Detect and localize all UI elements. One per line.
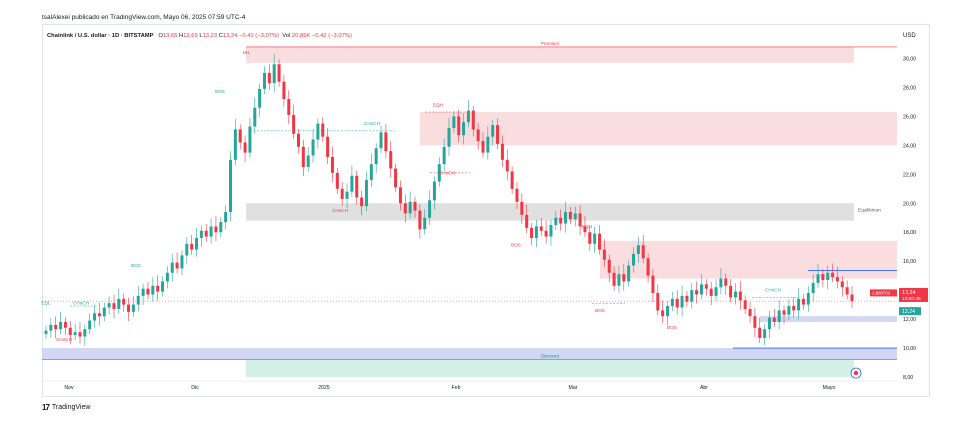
- legend-volume: 20,85K: [291, 33, 311, 39]
- tradingview-mark-icon: 17: [42, 403, 50, 412]
- author-line: tsalAlexei publicado en TradingView.com,…: [42, 14, 246, 21]
- tradingview-logo[interactable]: 17 TradingView: [42, 403, 90, 412]
- legend-volume-change: −0,42 (−3,07%): [311, 33, 352, 39]
- legend-high-label: H: [179, 33, 184, 39]
- legend-high: 13,65: [183, 33, 198, 39]
- legend-low-label: L: [199, 33, 203, 39]
- legend-volume-label: Vol: [282, 33, 291, 39]
- chart-frame[interactable]: [42, 24, 930, 397]
- legend-open-label: O: [158, 33, 163, 39]
- tradingview-brand: TradingView: [51, 404, 91, 411]
- legend-low: 13,23: [202, 33, 218, 39]
- legend-symbol[interactable]: Chainlink / U.S. dollar · 1D · BITSTAMP: [47, 33, 154, 39]
- currency-label[interactable]: USD: [903, 33, 916, 39]
- legend-close: 13,24: [222, 33, 238, 39]
- legend-open: 13,65: [162, 33, 178, 39]
- chart-legend: Chainlink / U.S. dollar · 1D · BITSTAMP …: [47, 33, 352, 39]
- legend-close-label: C: [218, 33, 223, 39]
- legend-change: −0,42 (−3,07%): [239, 33, 279, 39]
